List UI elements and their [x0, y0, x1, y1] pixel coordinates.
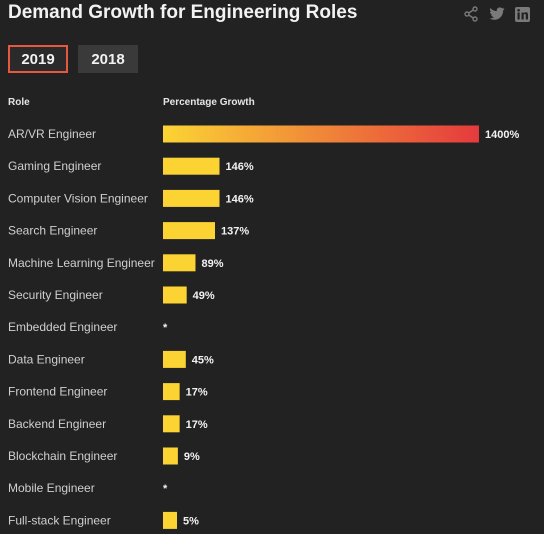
- twitter-icon[interactable]: [489, 7, 505, 21]
- value-label-mobile-engineer: *: [163, 483, 168, 495]
- role-label-blockchain-engineer: Blockchain Engineer: [8, 449, 117, 463]
- bar-security-engineer: [163, 286, 187, 304]
- bar-gaming-engineer: [163, 157, 220, 175]
- bar-full-stack-engineer: [163, 511, 177, 529]
- bar-data-engineer: [163, 350, 186, 368]
- bar-search-engineer: [163, 222, 215, 240]
- role-label-search-engineer: Search Engineer: [8, 224, 97, 238]
- value-label-full-stack-engineer: 5%: [183, 515, 199, 527]
- share-icon[interactable]: [463, 6, 479, 22]
- growth-column-header: Percentage Growth: [163, 97, 255, 108]
- value-label-backend-engineer: 17%: [186, 419, 208, 431]
- linkedin-icon[interactable]: [515, 6, 530, 22]
- tab-2019[interactable]: 2019: [8, 45, 68, 73]
- role-label-security-engineer: Security Engineer: [8, 288, 103, 302]
- value-label-data-engineer: 45%: [192, 354, 214, 366]
- value-label-frontend-engineer: 17%: [186, 387, 208, 399]
- bar-backend-engineer: [163, 415, 180, 433]
- role-column-header: Role: [8, 97, 30, 108]
- bar-frontend-engineer: [163, 383, 180, 401]
- value-label-blockchain-engineer: 9%: [184, 451, 200, 463]
- role-label-mobile-engineer: Mobile Engineer: [8, 481, 95, 495]
- role-label-machine-learning-engineer: Machine Learning Engineer: [8, 256, 155, 270]
- year-tabs: 2019 2018: [8, 45, 138, 73]
- role-label-embedded-engineer: Embedded Engineer: [8, 320, 117, 334]
- share-icons: [463, 6, 530, 22]
- value-label-embedded-engineer: *: [163, 322, 168, 334]
- value-label-gaming-engineer: 146%: [226, 161, 254, 173]
- role-label-gaming-engineer: Gaming Engineer: [8, 159, 101, 173]
- bar-machine-learning-engineer: [163, 254, 196, 272]
- tab-2018[interactable]: 2018: [78, 45, 138, 73]
- bar-computer-vision-engineer: [163, 189, 220, 207]
- bar-ar-vr-engineer: [163, 125, 479, 143]
- role-label-backend-engineer: Backend Engineer: [8, 417, 106, 431]
- chart-title: Demand Growth for Engineering Roles: [8, 2, 358, 23]
- bar-blockchain-engineer: [163, 447, 178, 465]
- value-label-machine-learning-engineer: 89%: [201, 258, 223, 270]
- value-label-ar-vr-engineer: 1400%: [485, 129, 519, 141]
- role-label-data-engineer: Data Engineer: [8, 352, 85, 366]
- role-label-ar-vr-engineer: AR/VR Engineer: [8, 127, 96, 141]
- role-label-frontend-engineer: Frontend Engineer: [8, 385, 107, 399]
- value-label-computer-vision-engineer: 146%: [226, 193, 254, 205]
- value-label-security-engineer: 49%: [193, 290, 215, 302]
- role-label-computer-vision-engineer: Computer Vision Engineer: [8, 191, 148, 205]
- value-label-search-engineer: 137%: [221, 226, 249, 238]
- role-label-full-stack-engineer: Full-stack Engineer: [8, 513, 111, 527]
